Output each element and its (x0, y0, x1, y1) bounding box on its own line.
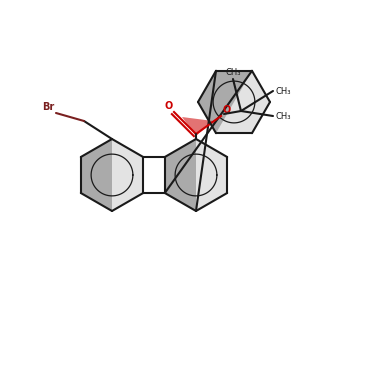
Text: Br: Br (42, 102, 54, 112)
Polygon shape (165, 139, 196, 211)
Polygon shape (165, 139, 227, 211)
Text: O: O (165, 101, 173, 111)
Polygon shape (81, 139, 143, 211)
Text: CH₃: CH₃ (275, 111, 290, 121)
Text: O: O (222, 105, 230, 115)
Text: CH₃: CH₃ (225, 68, 241, 77)
Polygon shape (182, 117, 213, 136)
Polygon shape (198, 71, 252, 133)
Polygon shape (81, 139, 112, 211)
Polygon shape (198, 71, 270, 133)
Text: CH₃: CH₃ (275, 87, 290, 95)
